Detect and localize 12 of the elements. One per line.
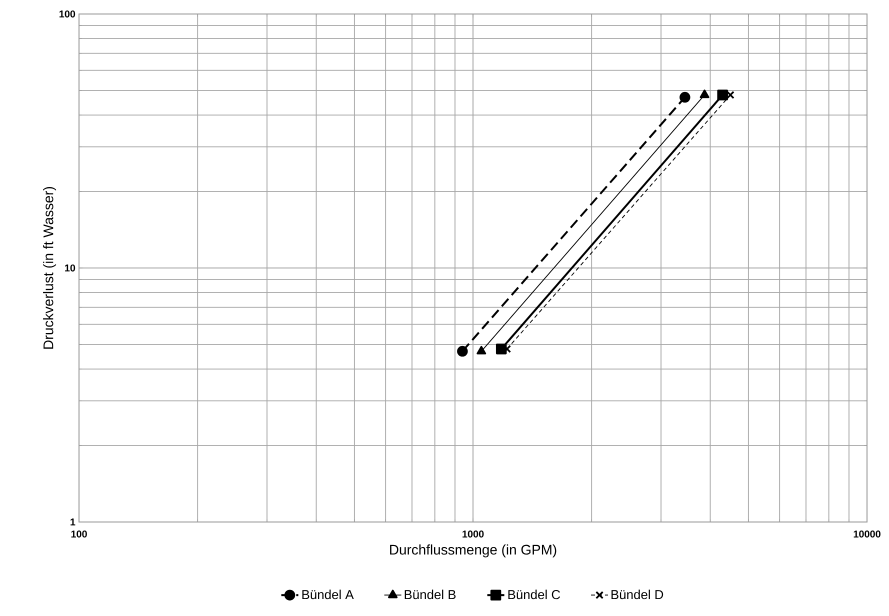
x-tick-label: 100: [71, 530, 87, 538]
x-tick-label: 1000: [462, 530, 484, 538]
legend-label: Bündel C: [508, 590, 560, 600]
legend-label: Bündel B: [404, 590, 456, 600]
y-tick-label: 10: [65, 264, 76, 272]
y-axis-title: Druckverlust (in ft Wasser): [43, 186, 56, 349]
y-tick-label: 1: [70, 518, 76, 526]
x-axis-title: Durchflussmenge (in GPM): [390, 544, 556, 558]
y-tick-label: 100: [60, 10, 76, 18]
legend-label: Bündel A: [302, 590, 354, 600]
x-tick-label: 10000: [854, 530, 880, 538]
legend-label: Bündel D: [612, 590, 664, 600]
